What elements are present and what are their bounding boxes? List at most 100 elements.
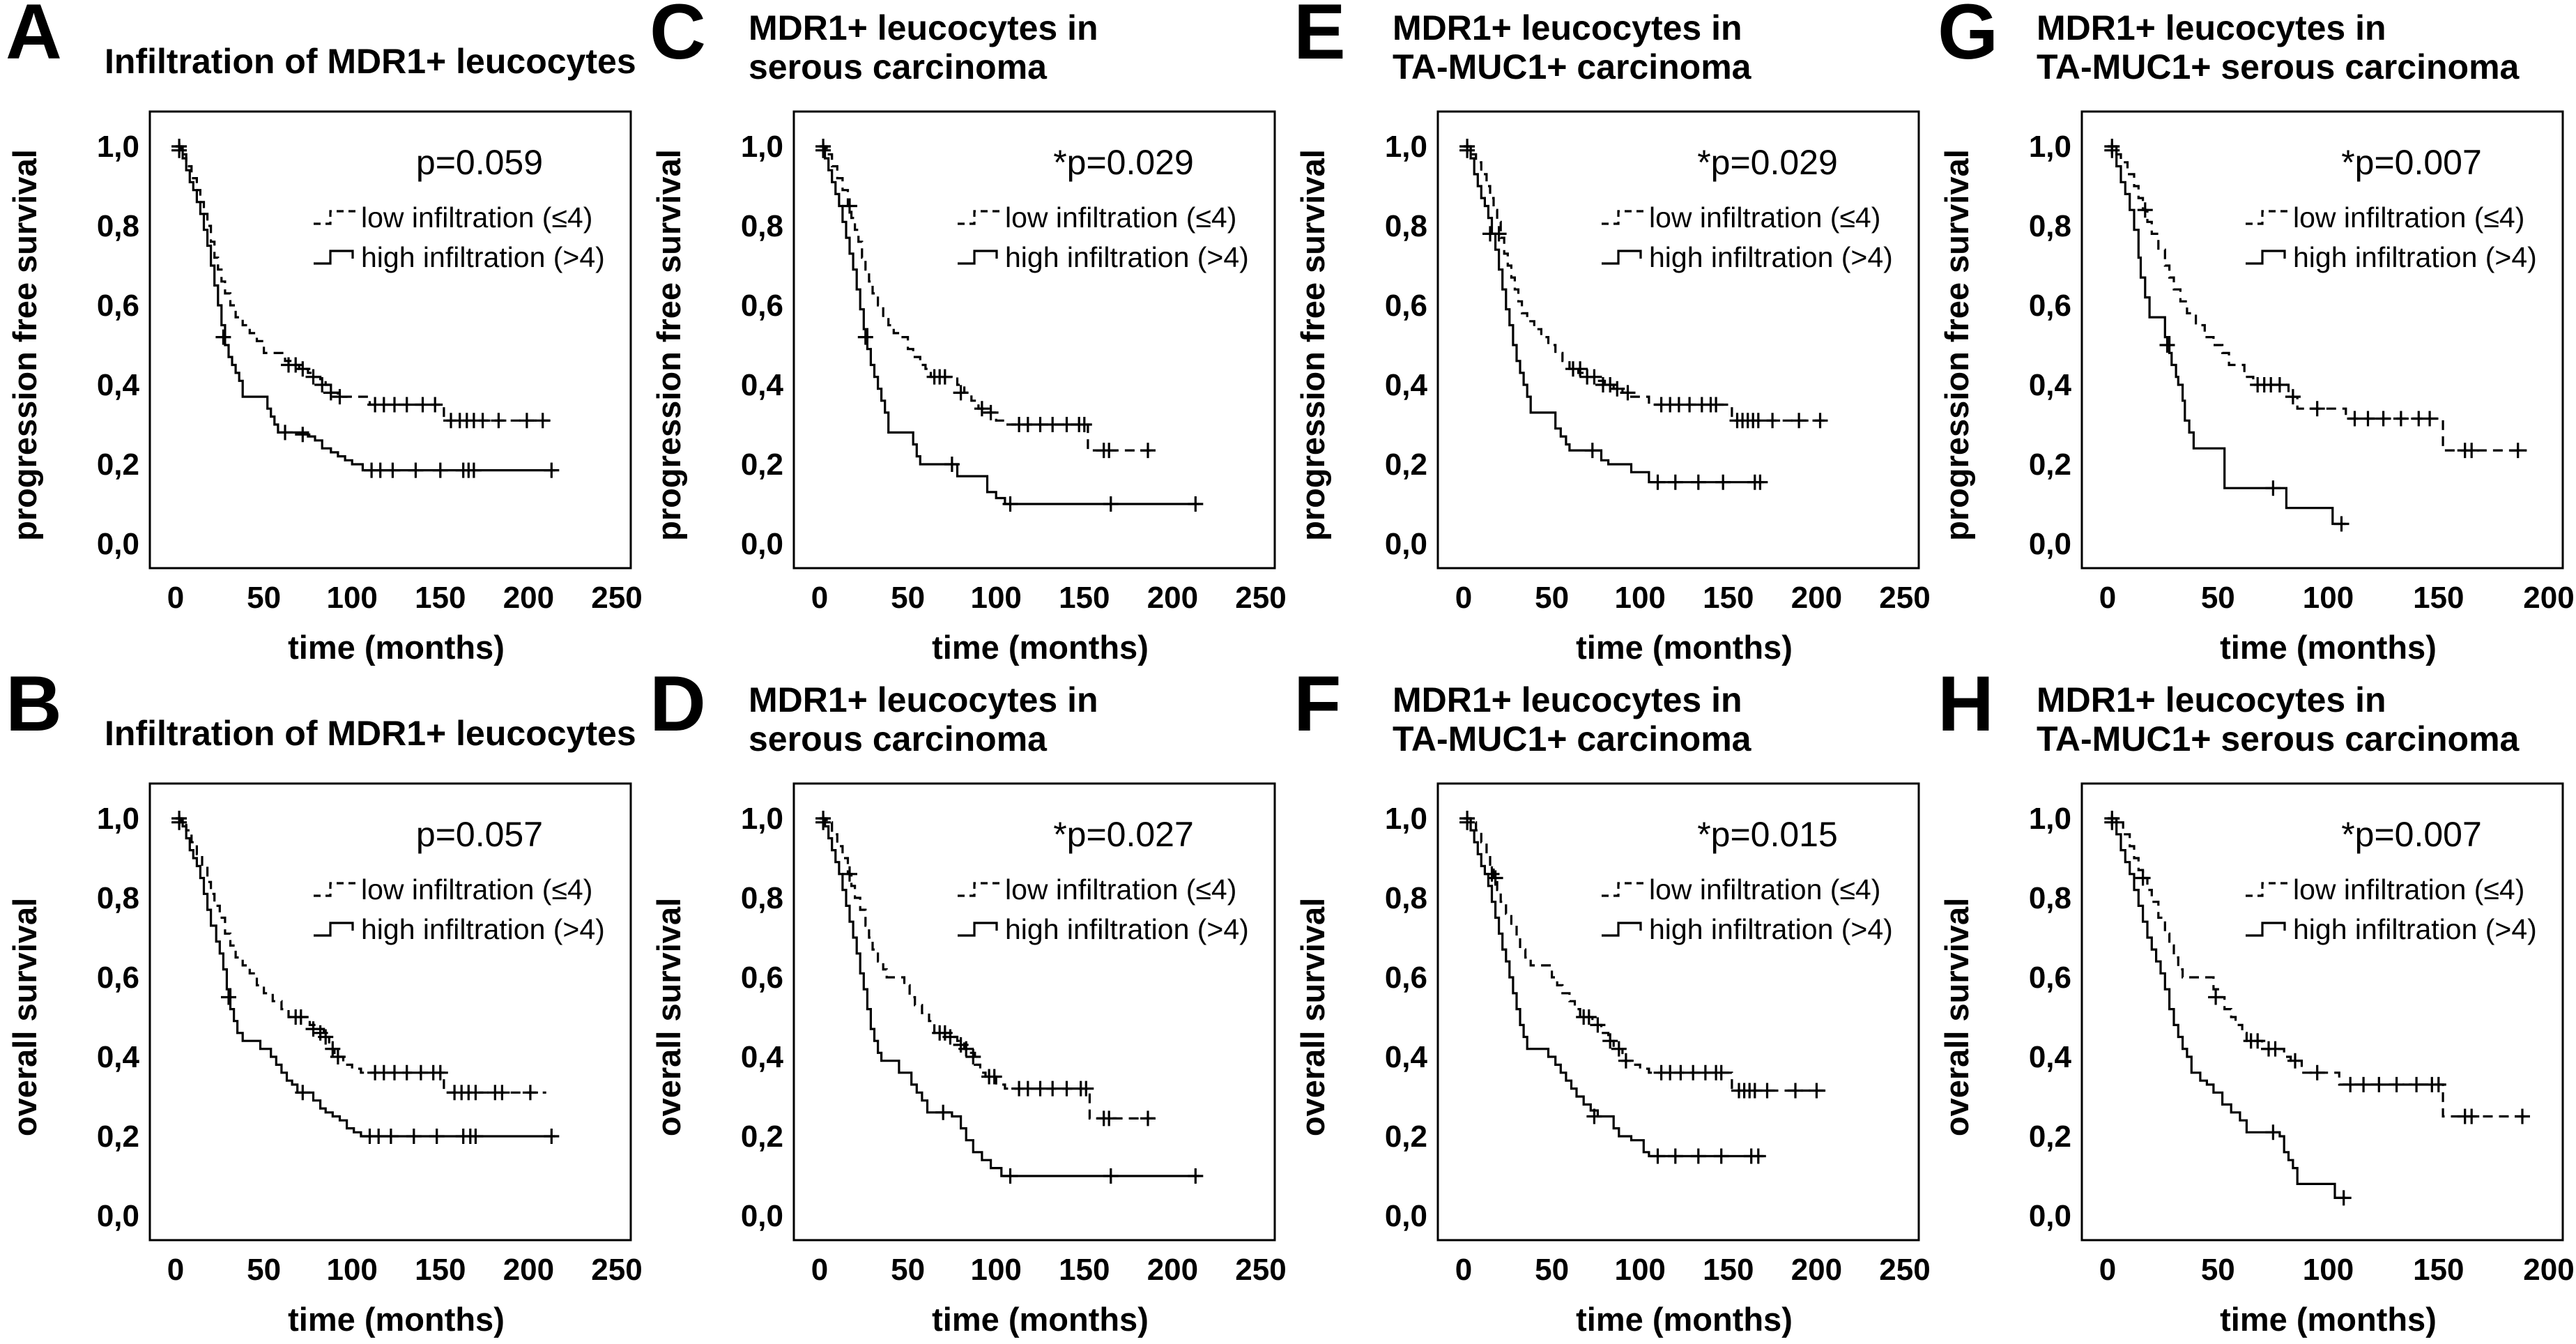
y-axis-label: overall survival <box>650 898 687 1136</box>
p-value-label: p=0.057 <box>416 815 543 854</box>
legend-low-label: low infiltration (≤4) <box>1649 873 1880 906</box>
y-tick-label: 1,0 <box>1385 130 1427 164</box>
y-tick-label: 0,6 <box>2029 289 2071 323</box>
x-tick-label: 100 <box>326 1253 377 1287</box>
legend-low-label: low infiltration (≤4) <box>2293 201 2524 234</box>
x-tick-label: 0 <box>167 1253 184 1287</box>
x-tick-label: 0 <box>2099 1253 2116 1287</box>
legend-high-marker <box>2246 922 2286 937</box>
km-panel-D: D MDR1+ leucocytes in serous carcinoma 1,… <box>644 672 1288 1344</box>
x-tick-label: 200 <box>1147 1253 1198 1287</box>
y-tick-label: 0,2 <box>741 448 783 482</box>
x-axis-label: time (months) <box>1576 1301 1793 1338</box>
km-plot: 1,0 0,8 0,6 0,4 0,2 0,0 0 50 100 150 200 250 progres… <box>6 110 643 666</box>
y-axis-label: progression free survival <box>1294 149 1331 541</box>
legend-low-marker <box>958 882 1001 897</box>
y-tick-label: 0,0 <box>1385 527 1427 561</box>
legend-high-marker <box>1602 922 1642 937</box>
x-tick-label: 50 <box>247 581 281 615</box>
y-tick-label: 0,2 <box>741 1120 783 1154</box>
y-tick-label: 0,2 <box>97 1120 139 1154</box>
y-tick-label: 0,6 <box>97 961 139 995</box>
y-tick-label: 1,0 <box>2029 802 2071 836</box>
y-tick-label: 0,0 <box>2029 1199 2071 1233</box>
x-axis-label: time (months) <box>2220 629 2437 666</box>
legend-high-label: high infiltration (>4) <box>1649 241 1893 273</box>
y-tick-label: 0,2 <box>1385 448 1427 482</box>
panel-title-line: Infiltration of MDR1+ leucocytes <box>105 714 636 753</box>
panel-header: E MDR1+ leucocytes in TA-MUC1+ carcinoma <box>1288 0 1932 105</box>
legend-low-marker <box>1602 882 1645 897</box>
panel-title-line: MDR1+ leucocytes in <box>1393 680 1742 719</box>
x-axis-label: time (months) <box>932 629 1149 666</box>
panel-title-line: TA-MUC1+ carcinoma <box>1393 719 1751 758</box>
panel-header: D MDR1+ leucocytes in serous carcinoma <box>644 672 1288 777</box>
legend-high-marker <box>1602 250 1642 265</box>
legend-high-marker <box>958 922 998 937</box>
x-tick-label: 250 <box>591 581 642 615</box>
y-tick-label: 0,6 <box>741 961 783 995</box>
panel-title-line: serous carcinoma <box>749 719 1047 758</box>
x-tick-label: 100 <box>970 581 1021 615</box>
panel-title: MDR1+ leucocytes in serous carcinoma <box>749 0 1288 86</box>
p-value-label: *p=0.007 <box>2341 143 2482 182</box>
y-tick-label: 0,6 <box>741 289 783 323</box>
x-tick-label: 150 <box>1703 581 1754 615</box>
survival-curve-high <box>2108 817 2346 1199</box>
km-plot: 1,0 0,8 0,6 0,4 0,2 0,0 0 50 100 150 200 overall su… <box>1938 782 2575 1338</box>
y-tick-label: 1,0 <box>2029 130 2071 164</box>
x-tick-label: 0 <box>811 1253 828 1287</box>
x-tick-label: 0 <box>1455 1253 1472 1287</box>
y-tick-label: 0,0 <box>97 527 139 561</box>
legend-low-label: low infiltration (≤4) <box>2293 873 2524 906</box>
panel-title-line: MDR1+ leucocytes in <box>2037 8 2386 47</box>
censor-marks-high <box>815 142 1204 512</box>
y-tick-label: 0,2 <box>2029 1120 2071 1154</box>
legend-high-label: high infiltration (>4) <box>1005 241 1249 273</box>
legend-high-label: high infiltration (>4) <box>1005 913 1249 945</box>
legend-low-marker <box>314 210 357 225</box>
km-panel-C: C MDR1+ leucocytes in serous carcinoma 1,… <box>644 0 1288 672</box>
panel-letter: F <box>1294 672 1342 747</box>
y-tick-label: 0,4 <box>741 1040 784 1074</box>
plot-box <box>1436 782 1920 1242</box>
y-tick-label: 1,0 <box>97 802 139 836</box>
legend-high-label: high infiltration (>4) <box>2293 241 2537 273</box>
x-tick-label: 50 <box>891 1253 925 1287</box>
panel-title-line: Infiltration of MDR1+ leucocytes <box>105 42 636 81</box>
plot-box <box>1436 110 1920 570</box>
legend-high-label: high infiltration (>4) <box>1649 913 1893 945</box>
y-tick-label: 0,0 <box>1385 1199 1427 1233</box>
y-tick-label: 0,6 <box>97 289 139 323</box>
panel-header: C MDR1+ leucocytes in serous carcinoma <box>644 0 1288 105</box>
p-value-label: *p=0.029 <box>1053 143 1194 182</box>
y-tick-label: 0,4 <box>97 1040 140 1074</box>
panel-title-line: MDR1+ leucocytes in <box>749 8 1098 47</box>
legend-low-label: low infiltration (≤4) <box>1005 873 1236 906</box>
p-value-label: *p=0.029 <box>1697 143 1838 182</box>
y-tick-label: 0,8 <box>97 881 139 915</box>
x-axis-label: time (months) <box>288 629 505 666</box>
km-panel-G: G MDR1+ leucocytes in TA-MUC1+ serous car… <box>1932 0 2576 672</box>
km-plot: 1,0 0,8 0,6 0,4 0,2 0,0 0 50 100 150 200 250 overall… <box>650 782 1287 1338</box>
panel-title: MDR1+ leucocytes in TA-MUC1+ carcinoma <box>1393 0 1932 86</box>
survival-curve-high <box>176 817 555 1138</box>
p-value-label: *p=0.007 <box>2341 815 2482 854</box>
x-tick-label: 200 <box>2523 581 2574 615</box>
x-tick-label: 200 <box>1791 581 1842 615</box>
panel-title: MDR1+ leucocytes in TA-MUC1+ serous carci… <box>2037 672 2576 758</box>
y-tick-label: 0,8 <box>741 209 783 243</box>
x-tick-label: 250 <box>1879 581 1930 615</box>
x-tick-label: 50 <box>1535 1253 1569 1287</box>
panel-letter: B <box>6 672 62 747</box>
panel-title-line: serous carcinoma <box>749 47 1047 86</box>
panel-title-line: TA-MUC1+ serous carcinoma <box>2037 47 2520 86</box>
legend-low-marker <box>2246 882 2289 897</box>
km-panel-F: F MDR1+ leucocytes in TA-MUC1+ carcinoma … <box>1288 672 1932 1344</box>
legend-low-label: low infiltration (≤4) <box>361 873 592 906</box>
x-tick-label: 200 <box>1791 1253 1842 1287</box>
y-tick-label: 1,0 <box>741 802 783 836</box>
panel-title-line: MDR1+ leucocytes in <box>1393 8 1742 47</box>
plot-box <box>148 110 632 570</box>
legend-low-marker <box>958 210 1001 225</box>
